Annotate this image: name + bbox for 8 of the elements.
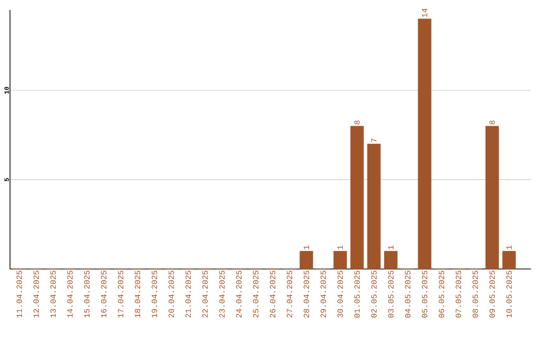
bar (300, 250, 314, 270)
bar (502, 250, 516, 270)
bar (367, 144, 381, 270)
bar (485, 126, 499, 270)
bar (350, 126, 364, 270)
bar (418, 18, 432, 270)
bar (333, 250, 347, 270)
bar (384, 250, 398, 270)
